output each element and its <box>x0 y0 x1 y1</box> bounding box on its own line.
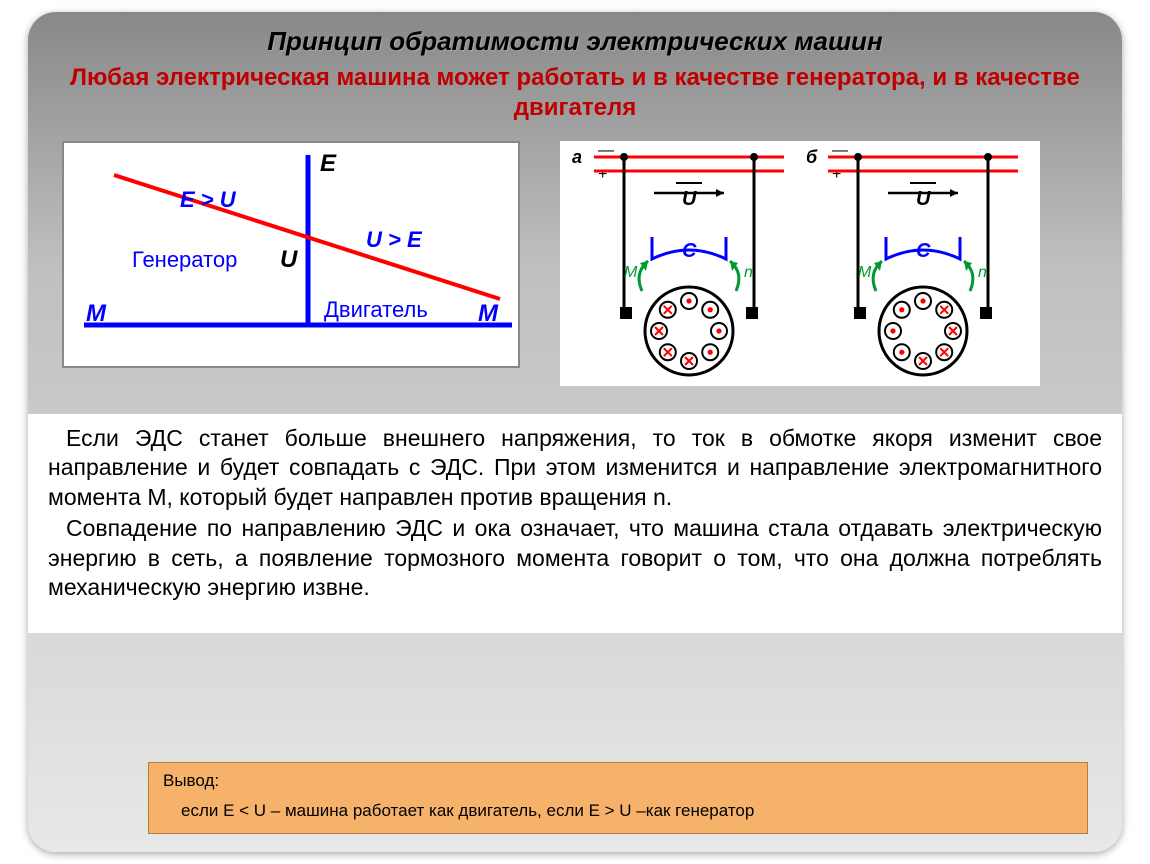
svg-text:а: а <box>572 147 582 167</box>
svg-text:E > U: E > U <box>180 187 237 212</box>
paragraph-1: Если ЭДС станет больше внешнего напряжен… <box>48 424 1102 512</box>
slide: Принцип обратимости электрических машин … <box>28 12 1122 852</box>
right-diagram: а—+UСМnб—+UСМn <box>560 141 1040 386</box>
svg-text:n: n <box>978 264 987 281</box>
svg-text:+: + <box>832 166 841 183</box>
svg-text:U: U <box>280 246 298 273</box>
diagram-row: EUE > UU > EГенераторДвигательММ а—+UСМn… <box>28 141 1122 386</box>
left-diagram: E U E > U U > E Генератор Двигатель М М <box>62 141 520 368</box>
svg-text:М: М <box>478 300 499 327</box>
svg-text:М: М <box>86 300 107 327</box>
svg-text:U: U <box>916 188 931 210</box>
svg-text:С: С <box>916 240 931 262</box>
svg-text:U > E: U > E <box>366 227 423 252</box>
svg-text:б: б <box>806 147 818 167</box>
svg-text:М: М <box>858 264 872 281</box>
svg-text:+: + <box>598 166 607 183</box>
svg-text:U: U <box>682 188 697 210</box>
svg-text:Генератор: Генератор <box>132 247 237 272</box>
svg-text:n: n <box>744 264 753 281</box>
slide-subtitle: Любая электрическая машина может работат… <box>58 63 1092 123</box>
svg-text:С: С <box>682 240 697 262</box>
conclusion-box: Вывод: если E < U – машина работает как … <box>148 762 1088 834</box>
left-diagram-svg: E U E > U U > E Генератор Двигатель М М <box>70 149 512 355</box>
conclusion-text: если E < U – машина работает как двигате… <box>163 801 1073 821</box>
svg-text:М: М <box>624 264 638 281</box>
slide-title: Принцип обратимости электрических машин <box>28 26 1122 57</box>
svg-text:E: E <box>320 150 337 177</box>
paragraph-2: Совпадение по направлению ЭДС и ока озна… <box>48 514 1102 602</box>
conclusion-label: Вывод: <box>163 771 1073 791</box>
right-diagram-svg: а—+UСМnб—+UСМn <box>560 141 1040 381</box>
body-text: Если ЭДС станет больше внешнего напряжен… <box>28 414 1122 633</box>
svg-text:Двигатель: Двигатель <box>324 297 428 322</box>
